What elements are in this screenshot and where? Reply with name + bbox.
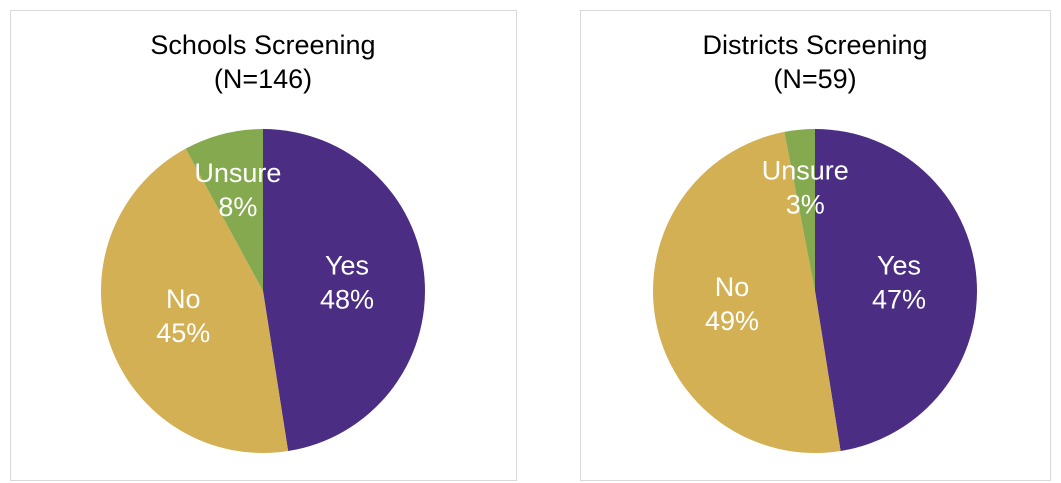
pie-slice (263, 129, 426, 452)
slice-category-label: Unsure (762, 156, 849, 186)
slice-category-label: No (715, 272, 750, 302)
pie-slice (784, 129, 815, 291)
slice-value-label: 47% (872, 284, 926, 314)
pie-slice (100, 148, 289, 454)
slice-category-label: Yes (325, 251, 369, 281)
slice-category-label: No (166, 284, 201, 314)
chart-title: Districts Screening (702, 30, 927, 60)
chart-panel: Schools Screening (N=146) Yes 48% No 45% Unsur… (10, 10, 517, 481)
chart-title: Schools Screening (150, 30, 375, 60)
slice-category-label: Yes (877, 250, 921, 280)
slice-value-label: 49% (705, 306, 759, 336)
slice-value-label: 45% (156, 318, 210, 348)
chart-subtitle: (N=59) (773, 64, 856, 94)
slice-category-label: Unsure (194, 158, 281, 188)
chart-subtitle: (N=146) (214, 64, 312, 94)
pie-slice (653, 131, 841, 453)
slice-value-label: 48% (320, 285, 374, 315)
pie-slice (815, 129, 977, 451)
slice-value-label: 3% (786, 190, 825, 220)
slice-value-label: 8% (218, 192, 257, 222)
pie-slice (185, 129, 263, 291)
chart-panel: Districts Screening (N=59) Yes 47% No 49% Unsu… (580, 10, 1051, 481)
